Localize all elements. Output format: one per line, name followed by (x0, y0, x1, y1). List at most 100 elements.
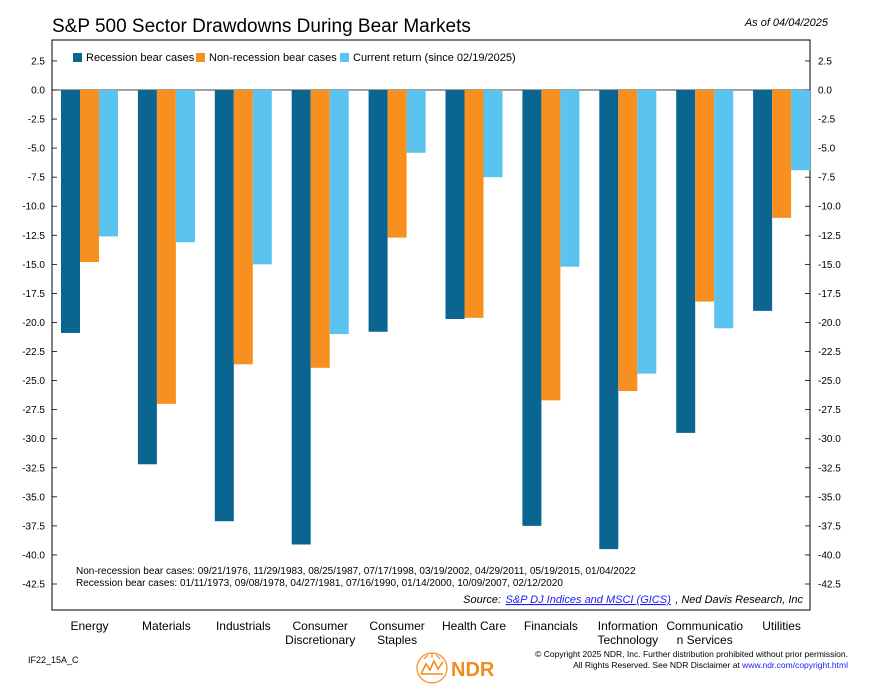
y-tick-label-left: 0.0 (31, 86, 45, 97)
copyright-link[interactable]: www.ndr.com/copyright.html (741, 660, 848, 670)
category-label: Staples (377, 633, 417, 647)
y-tick-label-left: -5.0 (28, 144, 46, 155)
y-tick-label-right: -32.5 (818, 463, 841, 474)
y-tick-label-right: -37.5 (818, 521, 841, 532)
source-label: Source: (463, 594, 501, 606)
y-tick-label-left: -10.0 (22, 202, 45, 213)
y-tick-label-right: -35.0 (818, 492, 841, 503)
y-tick-label-right: -20.0 (818, 318, 841, 329)
y-tick-label-right: 2.5 (818, 56, 832, 67)
bar-non-recession-8 (695, 90, 715, 302)
category-label: Utilities (762, 619, 801, 633)
ndr-logo: NDR (416, 652, 495, 684)
bar-non-recession-5 (464, 90, 484, 318)
bar-recession-7 (599, 90, 619, 550)
bar-recession-1 (137, 90, 157, 465)
category-label: Consumer (369, 619, 424, 633)
bar-current-0 (99, 90, 118, 237)
bar-non-recession-7 (618, 90, 638, 392)
category-label: Discretionary (285, 633, 355, 647)
y-tick-label-left: -25.0 (22, 376, 45, 387)
bar-non-recession-3 (310, 90, 330, 368)
source-link[interactable]: S&P DJ Indices and MSCI (GICS) (506, 594, 672, 606)
chart-title: S&P 500 Sector Drawdowns During Bear Mar… (52, 16, 471, 37)
bar-current-9 (791, 90, 811, 171)
y-tick-label-left: -40.0 (22, 550, 45, 561)
category-labels: Energy Materials Industrials ConsumerDiscre… (70, 619, 800, 647)
y-tick-label-right: -10.0 (818, 202, 841, 213)
y-tick-label-right: -25.0 (818, 376, 841, 387)
y-tick-label-left: -32.5 (22, 463, 45, 474)
y-tick-label-right: -2.5 (818, 115, 836, 126)
y-tick-label-left: -7.5 (28, 173, 46, 184)
bar-current-6 (560, 90, 580, 267)
y-tick-label-left: -42.5 (22, 580, 45, 591)
bar-non-recession-2 (233, 90, 253, 365)
category-label: Consumer (293, 619, 348, 633)
y-axis-left: 2.5 0.0 -2.5 -5.0 -7.5 -10.0 -12.5 -15.0 -17.5 -2… (22, 56, 57, 591)
legend-swatch-recession (73, 53, 82, 62)
bar-non-recession-1 (156, 90, 176, 404)
bar-recession-5 (445, 90, 465, 319)
y-tick-label-left: -37.5 (22, 521, 45, 532)
y-tick-label-right: -17.5 (818, 289, 841, 300)
copyright-line-2: All Rights Reserved. See NDR Disclaimer … (573, 660, 848, 670)
category-label: Health Care (442, 619, 506, 633)
category-label: Materials (142, 619, 191, 633)
bar-non-recession-6 (541, 90, 561, 401)
y-tick-label-left: 2.5 (31, 56, 45, 67)
bar-recession-8 (676, 90, 696, 433)
as-of-date: As of 04/04/2025 (744, 17, 829, 29)
chart-code: IF22_15A_C (28, 655, 79, 665)
source-rest: , Ned Davis Research, Inc (675, 594, 803, 606)
bull-bear-icon (416, 652, 448, 684)
y-tick-label-right: -27.5 (818, 405, 841, 416)
y-tick-label-right: -7.5 (818, 173, 836, 184)
y-tick-label-left: -12.5 (22, 231, 45, 242)
legend-swatch-current (340, 53, 349, 62)
y-tick-label-left: -27.5 (22, 405, 45, 416)
plot-frame (51, 39, 811, 611)
y-tick-label-left: -30.0 (22, 434, 45, 445)
y-tick-label-left: -15.0 (22, 260, 45, 271)
category-label: Communicatio (666, 619, 743, 633)
copyright-prefix: All Rights Reserved. See NDR Disclaimer … (573, 660, 742, 670)
bar-current-5 (483, 90, 503, 178)
bar-recession-9 (753, 90, 773, 311)
bar-recession-6 (522, 90, 542, 526)
y-tick-label-right: -30.0 (818, 434, 841, 445)
y-tick-label-left: -2.5 (28, 115, 46, 126)
legend: Recession bear cases Non-recession bear … (73, 52, 516, 64)
bar-recession-0 (61, 90, 80, 333)
y-tick-label-right: -22.5 (818, 347, 841, 358)
legend-label-current: Current return (since 02/19/2025) (353, 52, 516, 64)
bar-current-1 (175, 90, 195, 243)
source-line: Source: S&P DJ Indices and MSCI (GICS) ,… (463, 590, 803, 607)
y-tick-label-left: -35.0 (22, 492, 45, 503)
bar-non-recession-4 (387, 90, 407, 238)
y-axis-right: 2.5 0.0 -2.5 -5.0 -7.5 -10.0 -12.5 -15.0 -17.5 -2… (805, 56, 841, 591)
bars-group (61, 90, 811, 550)
category-label: Industrials (216, 619, 271, 633)
category-label: Energy (70, 619, 108, 633)
legend-swatch-non-recession (196, 53, 205, 62)
y-tick-label-right: -12.5 (818, 231, 841, 242)
y-tick-label-left: -17.5 (22, 289, 45, 300)
bar-recession-2 (214, 90, 234, 522)
bar-current-4 (406, 90, 426, 153)
category-label: Technology (597, 633, 658, 647)
bar-recession-4 (368, 90, 388, 332)
bar-current-8 (714, 90, 734, 329)
bar-current-7 (637, 90, 657, 374)
bar-non-recession-9 (772, 90, 792, 218)
ndr-logo-text: NDR (451, 659, 495, 681)
y-tick-label-right: -15.0 (818, 260, 841, 271)
category-label: Financials (524, 619, 578, 633)
y-tick-label-right: -40.0 (818, 550, 841, 561)
legend-label-non-recession: Non-recession bear cases (209, 52, 337, 64)
bar-recession-3 (291, 90, 311, 545)
legend-label-recession: Recession bear cases (86, 52, 195, 64)
category-label: Information (598, 619, 658, 633)
y-tick-label-left: -22.5 (22, 347, 45, 358)
